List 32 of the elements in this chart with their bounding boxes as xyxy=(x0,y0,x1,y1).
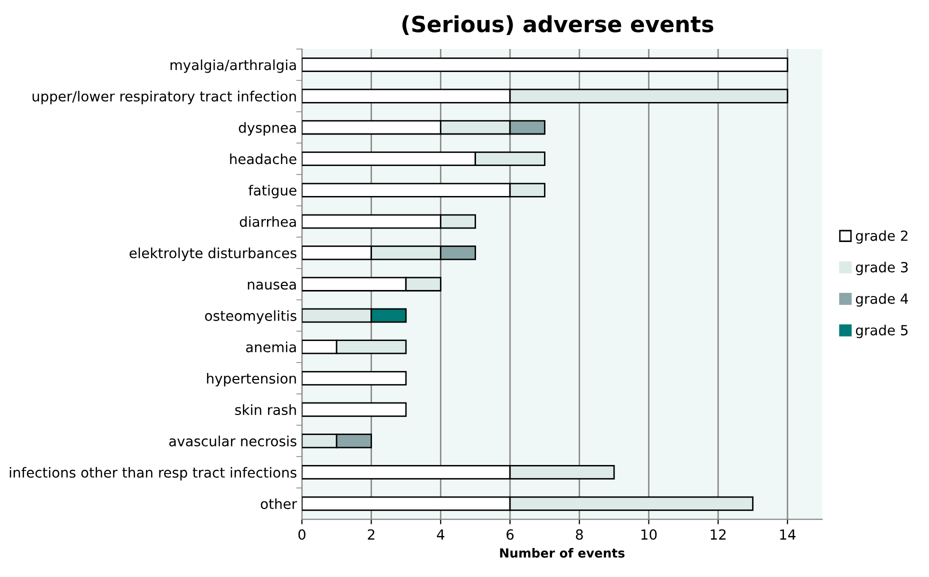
y-tick-label: headache xyxy=(230,153,296,164)
y-tick-label: infections other than resp tract infections xyxy=(10,467,296,480)
y-tick-label: fatigue xyxy=(248,184,296,198)
bar xyxy=(302,57,788,72)
y-tick-label: osteomyelitis xyxy=(205,310,296,324)
x-axis-title: Number of events xyxy=(500,548,625,558)
y-tick-label: avascular necrosis xyxy=(169,436,296,446)
x-tick-label: 6 xyxy=(506,529,514,540)
y-tick-label: dyspnea xyxy=(238,122,296,136)
y-tick-label: skin rash xyxy=(235,404,296,416)
legend-label: grade 4 xyxy=(856,293,908,307)
y-tick-label: anemia xyxy=(246,342,296,352)
x-tick-label: 14 xyxy=(780,529,796,540)
y-tick-label: myalgia/arthralgia xyxy=(170,59,296,73)
legend-label: grade 3 xyxy=(856,262,908,276)
chart-title: (Serious) adverse events xyxy=(402,15,714,36)
legend-label: grade 2 xyxy=(856,230,908,244)
x-tick-label: 4 xyxy=(436,529,444,540)
y-tick-label: diarrhea xyxy=(240,216,296,227)
y-tick-label: hypertension xyxy=(207,372,296,386)
y-tick-label: elektrolyte disturbances xyxy=(130,248,296,261)
x-tick-label: 12 xyxy=(710,529,726,540)
y-tick-label: upper/lower respiratory tract infection xyxy=(32,90,296,104)
legend-label: grade 5 xyxy=(856,324,908,338)
bar xyxy=(302,370,407,386)
y-tick-label: other xyxy=(260,498,298,510)
x-tick-label: 0 xyxy=(298,529,306,540)
x-tick-label: 10 xyxy=(641,529,657,540)
y-tick-label: nausea xyxy=(248,282,296,290)
x-tick-label: 8 xyxy=(576,529,583,540)
bar xyxy=(302,402,407,417)
x-tick-label: 2 xyxy=(368,529,374,540)
